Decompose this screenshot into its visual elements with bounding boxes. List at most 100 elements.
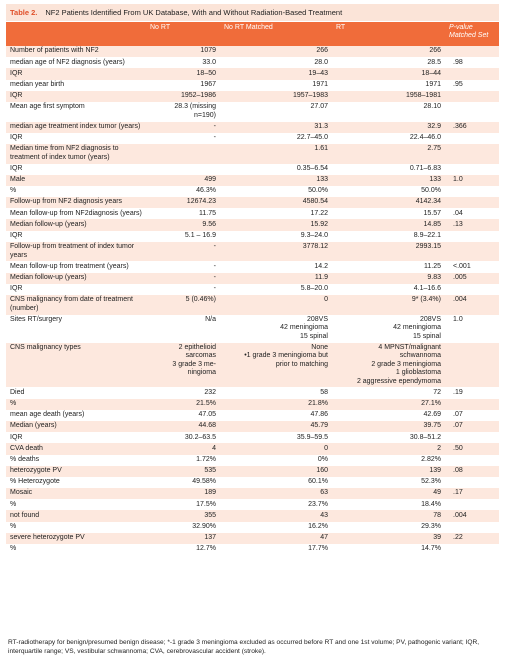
cell: 32.9	[332, 121, 445, 133]
cell: -	[146, 241, 220, 262]
row-label: median year birth	[10, 80, 65, 88]
cell: .004	[445, 510, 499, 522]
table-row: Follow-up from NF2 diagnosis years 12674.…	[6, 197, 499, 209]
row-label: %	[10, 523, 17, 531]
cell: 0%	[317, 455, 328, 463]
cell: .07	[453, 411, 463, 419]
row-label: IQR	[10, 164, 23, 172]
row-label: Median follow-up (years)	[6, 272, 146, 284]
cell: 32.90%	[192, 523, 216, 531]
cell	[445, 241, 499, 262]
cell: .13	[445, 219, 499, 231]
table-row: Median (years) 44.68 45.79 39.75.07	[6, 420, 499, 433]
table-row: Median follow-up (years) 9.56 15.92 14.85.1…	[6, 219, 499, 231]
cell: 137	[146, 532, 220, 544]
cell: 21.5%	[146, 398, 220, 410]
row-label: IQR	[10, 134, 23, 142]
table-row: Number of patients with NF2 1079 266 266	[6, 46, 499, 58]
cell	[445, 197, 499, 209]
cell: 1967	[200, 80, 216, 88]
cell: 27.1%	[332, 398, 445, 410]
cell	[445, 342, 499, 388]
cell: 33.0	[202, 58, 216, 66]
cell: 5 (0.46%)	[146, 294, 220, 315]
table-row: % 21.5% 21.8% 27.1%	[6, 398, 499, 410]
cell: 4.1–16.6	[413, 285, 441, 293]
row-label: Mean age first symptom	[10, 103, 85, 111]
cell	[445, 68, 499, 80]
row-label: Median follow-up (years)	[6, 219, 146, 231]
cell: 44.68	[146, 420, 220, 433]
cell: 208VS 42 meningioma 15 spinal	[393, 315, 441, 340]
cell: 12674.23	[146, 197, 220, 209]
table-label: Table 2.	[10, 8, 38, 17]
cell: 28.0	[314, 58, 328, 66]
cell: -	[213, 262, 216, 270]
cell: N/a	[205, 315, 216, 323]
cell: 133	[220, 174, 332, 186]
cell	[445, 284, 499, 295]
table-row: IQR 5.1 – 16.9 9.3–24.0 8.9–22.1	[6, 231, 499, 242]
row-label: Median (years)	[6, 420, 146, 433]
data-table: No RT No RT Matched RT P-value Matched Set …	[6, 22, 499, 555]
title-bar: Table 2. NF2 Patients Identified From UK …	[6, 4, 499, 21]
row-label: %	[10, 545, 17, 553]
row-label: Follow-up from NF2 diagnosis years	[6, 197, 146, 209]
cell: 15.92	[220, 219, 332, 231]
cell	[445, 477, 499, 488]
cell: 9* (3.4%)	[332, 294, 445, 315]
cell: 139	[332, 465, 445, 477]
row-label: Median time from NF2 diagnosis to treatm…	[6, 143, 146, 164]
cell: 266	[220, 46, 332, 58]
cell: 2 epithelioid sarcomas 3 grade 3 me- nin…	[146, 342, 220, 388]
cell: .50	[445, 443, 499, 455]
cell: 1971	[425, 80, 441, 88]
cell: 3778.12	[220, 241, 332, 262]
cell	[146, 143, 220, 164]
cell: 14.85	[332, 219, 445, 231]
cell	[445, 432, 499, 443]
cell: 1.61	[220, 143, 332, 164]
row-label: median age treatment index tumor (years)	[6, 121, 146, 133]
cell: 499	[146, 174, 220, 186]
cell: 22.7–45.0	[296, 134, 328, 142]
cell: 5.1 – 16.9	[184, 232, 216, 240]
cell: 535	[146, 465, 220, 477]
cell: .04	[453, 209, 463, 217]
cell: .22	[445, 532, 499, 544]
cell: 29.3%	[421, 523, 441, 531]
cell: 2	[332, 443, 445, 455]
cell: 19–43	[220, 68, 332, 80]
row-label: Mean follow-up from NF2diagnosis (years)	[10, 209, 142, 217]
column-header: No RT	[146, 22, 220, 46]
header-row: No RT No RT Matched RT P-value Matched Set	[6, 22, 499, 46]
table-row: median age of NF2 diagnosis (years) 33.0 2…	[6, 57, 499, 68]
cell	[445, 522, 499, 533]
table-row: Died 232 58 72 .19	[6, 387, 499, 398]
cell: 17.22	[310, 209, 328, 217]
row-label: Sites RT/surgery	[10, 315, 62, 323]
cell: 355	[146, 510, 220, 522]
cell: .17	[445, 488, 499, 500]
cell	[445, 455, 499, 466]
cell: 11.25	[424, 262, 441, 270]
cell: 72	[433, 388, 441, 396]
row-label: Male	[6, 174, 146, 186]
table-row: Male 499 133 133 1.0	[6, 174, 499, 186]
cell: -	[146, 272, 220, 284]
cell: 2.75	[332, 143, 445, 164]
row-label: IQR	[6, 68, 146, 80]
cell: 16.2%	[308, 523, 328, 531]
cell	[445, 231, 499, 242]
cell: 17.7%	[308, 545, 328, 553]
cell: 1957–1983	[220, 90, 332, 102]
cell: 18.4%	[421, 500, 441, 508]
row-label: Number of patients with NF2	[6, 46, 146, 58]
table-row: CVA death 4 0 2.50	[6, 443, 499, 455]
cell: 11.9	[220, 272, 332, 284]
cell	[445, 164, 499, 175]
cell: 15.57	[423, 209, 441, 217]
row-label: %	[6, 398, 146, 410]
cell: 2.82%	[421, 455, 441, 463]
cell	[445, 90, 499, 102]
